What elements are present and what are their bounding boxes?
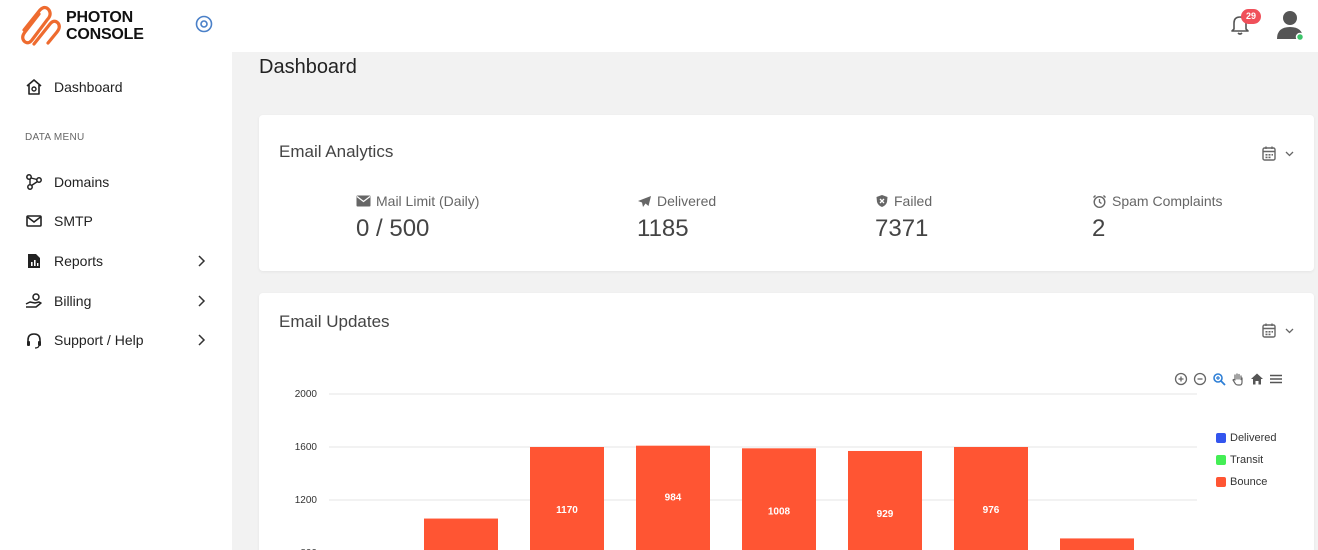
bar-bounce[interactable] bbox=[954, 447, 1028, 550]
stat-failed: Failed 7371 bbox=[875, 193, 932, 243]
paper-plane-icon bbox=[638, 195, 651, 207]
y-tick-label: 1600 bbox=[295, 442, 318, 453]
shield-x-icon bbox=[876, 195, 888, 207]
card-title: Email Updates bbox=[279, 312, 390, 331]
target-icon bbox=[195, 15, 213, 33]
calendar-icon bbox=[1262, 323, 1294, 338]
brand-logo-icon bbox=[21, 5, 61, 46]
email-updates-card: Email Updates 20001600120080011709 bbox=[259, 293, 1314, 550]
zoom-out-button[interactable] bbox=[1192, 371, 1208, 387]
stat-value: 0 / 500 bbox=[356, 215, 430, 242]
legend-label: Transit bbox=[1230, 454, 1264, 466]
y-tick-label: 800 bbox=[300, 548, 317, 550]
legend-item-delivered[interactable]: Delivered bbox=[1216, 427, 1276, 449]
bar-bounce[interactable] bbox=[848, 450, 922, 550]
legend-label: Bounce bbox=[1230, 476, 1268, 488]
stat-value: 2 bbox=[1092, 215, 1106, 242]
y-tick-label: 1200 bbox=[295, 495, 318, 506]
bar-bounce[interactable] bbox=[742, 448, 816, 550]
stat-label: Delivered bbox=[657, 193, 717, 209]
legend-label: Delivered bbox=[1230, 432, 1277, 444]
bar-data-label: 984 bbox=[665, 493, 682, 504]
sidebar-section-title: DATA MENU bbox=[25, 132, 85, 143]
share-nodes-icon bbox=[24, 172, 44, 192]
bar-data-label: 929 bbox=[877, 509, 894, 520]
bar-data-label: 1170 bbox=[556, 505, 578, 516]
hand-icon bbox=[1232, 373, 1243, 386]
date-range-dropdown[interactable] bbox=[1260, 145, 1296, 163]
alarm-icon bbox=[1093, 194, 1106, 208]
sidebar-item-label: SMTP bbox=[54, 213, 93, 229]
legend-item-bounce[interactable]: Bounce bbox=[1216, 471, 1276, 493]
headset-icon bbox=[24, 330, 44, 350]
stat-value: 1185 bbox=[637, 215, 689, 242]
legend-swatch bbox=[1216, 477, 1226, 487]
sidebar: Dashboard DATA MENU Domains SMTP Reports… bbox=[0, 52, 232, 550]
sidebar-item-label: Support / Help bbox=[54, 332, 144, 348]
sidebar-item-label: Reports bbox=[54, 253, 104, 269]
report-icon bbox=[24, 251, 44, 271]
sidebar-item-support[interactable]: Support / Help bbox=[24, 328, 216, 352]
bar-bounce[interactable] bbox=[1060, 538, 1134, 550]
bar-data-label: 976 bbox=[983, 505, 1000, 516]
sidebar-item-domains[interactable]: Domains bbox=[24, 170, 216, 194]
date-range-dropdown[interactable] bbox=[1260, 322, 1296, 340]
user-icon bbox=[1277, 11, 1305, 42]
user-avatar[interactable] bbox=[1274, 8, 1306, 42]
stat-label: Mail Limit (Daily) bbox=[376, 193, 480, 209]
stat-mail-limit: Mail Limit (Daily) 0 / 500 bbox=[356, 193, 479, 243]
chart-legend: Delivered Transit Bounce bbox=[1216, 427, 1276, 493]
sidebar-item-label: Dashboard bbox=[54, 79, 123, 95]
bar-bounce[interactable] bbox=[530, 447, 604, 550]
page-title: Dashboard bbox=[259, 56, 357, 78]
sidebar-toggle-button[interactable] bbox=[194, 14, 214, 34]
stat-delivered: Delivered 1185 bbox=[637, 193, 716, 243]
magnifier-icon bbox=[1213, 373, 1226, 386]
sidebar-item-billing[interactable]: Billing bbox=[24, 289, 216, 313]
stat-label: Failed bbox=[894, 193, 933, 209]
brand-line-1: PHOTON bbox=[66, 9, 133, 26]
y-tick-label: 2000 bbox=[295, 389, 318, 400]
chevron-right-icon bbox=[198, 295, 206, 307]
bar-bounce[interactable] bbox=[424, 518, 498, 550]
legend-swatch bbox=[1216, 455, 1226, 465]
chevron-right-icon bbox=[198, 255, 206, 267]
stat-value: 7371 bbox=[875, 215, 929, 242]
home-icon bbox=[24, 77, 44, 97]
hand-coin-icon bbox=[24, 291, 44, 311]
reset-zoom-button[interactable] bbox=[1249, 371, 1265, 387]
chart-toolbar bbox=[1173, 371, 1284, 387]
sidebar-item-label: Billing bbox=[54, 293, 92, 309]
brand-logo[interactable]: PHOTON CONSOLE bbox=[18, 4, 144, 48]
stat-label: Spam Complaints bbox=[1112, 193, 1223, 209]
stat-spam-complaints: Spam Complaints 2 bbox=[1092, 193, 1223, 243]
home-icon bbox=[1251, 373, 1263, 385]
calendar-icon bbox=[1262, 146, 1294, 161]
envelope-icon bbox=[356, 195, 371, 207]
email-analytics-card: Email Analytics Mail Limit (Daily) 0 / 5… bbox=[259, 115, 1314, 271]
zoom-out-icon bbox=[1193, 372, 1207, 386]
envelope-icon bbox=[24, 211, 44, 231]
chart-menu-button[interactable] bbox=[1268, 371, 1284, 387]
card-title: Email Analytics bbox=[279, 142, 394, 161]
sidebar-item-label: Domains bbox=[54, 174, 110, 190]
zoom-in-icon bbox=[1174, 372, 1188, 386]
sidebar-item-dashboard[interactable]: Dashboard bbox=[24, 75, 216, 99]
stacked-bar-chart: 2000 1600 1200 800 1170 984 1008 929 976 bbox=[295, 389, 1197, 550]
sidebar-item-smtp[interactable]: SMTP bbox=[24, 209, 216, 233]
brand-line-2: CONSOLE bbox=[66, 26, 144, 43]
zoom-in-button[interactable] bbox=[1173, 371, 1189, 387]
bar-data-label: 1008 bbox=[768, 506, 791, 517]
chevron-right-icon bbox=[198, 334, 206, 346]
sidebar-item-reports[interactable]: Reports bbox=[24, 249, 216, 273]
legend-item-transit[interactable]: Transit bbox=[1216, 449, 1276, 471]
hamburger-icon bbox=[1270, 374, 1282, 384]
top-bar: PHOTON CONSOLE 29 bbox=[0, 0, 1318, 52]
legend-swatch bbox=[1216, 433, 1226, 443]
zoom-selection-button[interactable] bbox=[1211, 371, 1227, 387]
pan-button[interactable] bbox=[1230, 371, 1246, 387]
notification-badge: 29 bbox=[1241, 9, 1261, 24]
bar-bounce[interactable] bbox=[636, 445, 710, 550]
